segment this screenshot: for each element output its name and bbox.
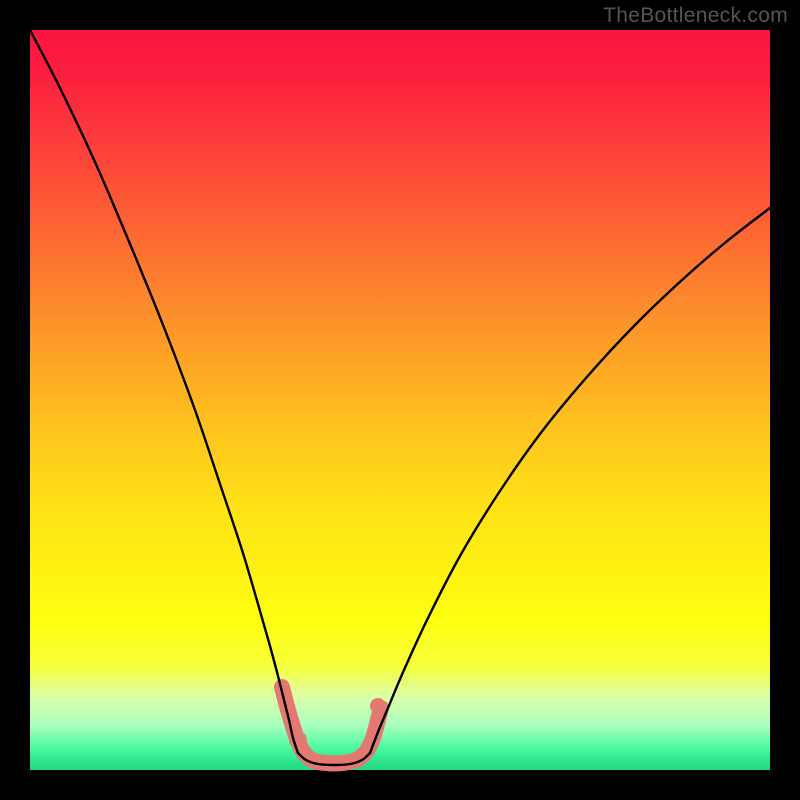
bottleneck-curve-chart — [0, 0, 800, 800]
chart-stage: TheBottleneck.com — [0, 0, 800, 800]
valley-highlight-dot-right — [370, 698, 386, 714]
watermark-text: TheBottleneck.com — [603, 4, 788, 28]
plot-background — [30, 30, 770, 770]
